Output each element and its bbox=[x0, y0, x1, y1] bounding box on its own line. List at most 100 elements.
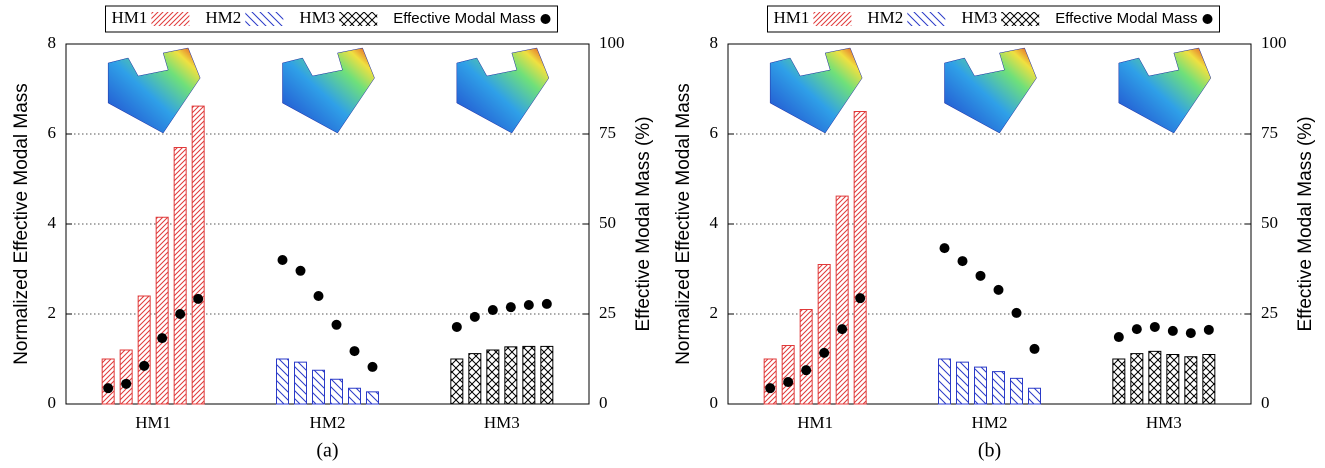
bar bbox=[277, 359, 289, 404]
point bbox=[314, 291, 324, 301]
point bbox=[121, 379, 131, 389]
legend-swatch bbox=[1203, 14, 1213, 24]
mode-shape-icon bbox=[108, 48, 200, 133]
mode-shape-icon bbox=[945, 48, 1037, 133]
bar bbox=[451, 359, 463, 404]
bar bbox=[174, 148, 186, 405]
point bbox=[1168, 326, 1178, 336]
y2-tick-label: 25 bbox=[1261, 303, 1278, 322]
y2-tick-label: 75 bbox=[599, 123, 616, 142]
legend-swatch bbox=[245, 12, 283, 26]
y2-tick-label: 0 bbox=[599, 393, 608, 412]
y-tick-label: 8 bbox=[48, 33, 57, 52]
point bbox=[452, 322, 462, 332]
y-tick-label: 6 bbox=[710, 123, 719, 142]
legend-swatch bbox=[1001, 12, 1039, 26]
x-tick-label: HM1 bbox=[797, 413, 833, 432]
mode-shape-icon bbox=[770, 48, 862, 133]
bar bbox=[939, 359, 951, 404]
y2-axis-label: Effective Modal Mass (%) bbox=[1295, 116, 1316, 331]
point bbox=[1150, 322, 1160, 332]
bar bbox=[541, 346, 553, 404]
y-axis-label: Normalized Effective Modal Mass bbox=[673, 83, 694, 365]
bar bbox=[1167, 355, 1179, 405]
bar bbox=[1149, 351, 1161, 404]
bar bbox=[138, 296, 150, 404]
point bbox=[350, 346, 360, 356]
legend-swatch bbox=[813, 12, 851, 26]
point bbox=[1186, 328, 1196, 338]
legend-label: HM3 bbox=[299, 8, 335, 27]
point bbox=[994, 285, 1004, 295]
legend-swatch bbox=[339, 12, 377, 26]
point bbox=[855, 293, 865, 303]
mode-shape-icon bbox=[1119, 48, 1211, 133]
bar bbox=[1185, 357, 1197, 404]
legend-label: Effective Modal Mass bbox=[393, 10, 535, 27]
bar bbox=[1131, 354, 1143, 404]
point bbox=[139, 361, 149, 371]
y2-tick-label: 0 bbox=[1261, 393, 1270, 412]
legend-label: HM1 bbox=[774, 8, 810, 27]
mode-shape-icon bbox=[283, 48, 375, 133]
x-tick-label: HM1 bbox=[135, 413, 171, 432]
point bbox=[783, 377, 793, 387]
legend-label: Effective Modal Mass bbox=[1055, 10, 1197, 27]
bar bbox=[764, 359, 776, 404]
y-tick-label: 8 bbox=[710, 33, 719, 52]
bar bbox=[1203, 355, 1215, 405]
bar bbox=[295, 362, 307, 404]
y-tick-label: 0 bbox=[48, 393, 57, 412]
x-tick-label: HM2 bbox=[310, 413, 346, 432]
bar bbox=[975, 367, 987, 404]
bar bbox=[800, 310, 812, 405]
bar bbox=[782, 346, 794, 405]
point bbox=[488, 305, 498, 315]
y-tick-label: 4 bbox=[710, 213, 719, 232]
bar bbox=[854, 112, 866, 405]
y2-axis-label: Effective Modal Mass (%) bbox=[633, 116, 654, 331]
bar bbox=[331, 379, 343, 404]
figure: 0 2 4 6 8 0 25 50 75 100 Normalized Effective Moda… bbox=[0, 0, 1325, 468]
y2-tick-label: 100 bbox=[1261, 33, 1287, 52]
bar bbox=[1011, 378, 1023, 404]
point bbox=[837, 324, 847, 334]
point bbox=[1030, 344, 1040, 354]
bar bbox=[156, 217, 168, 404]
point bbox=[524, 300, 534, 310]
point bbox=[506, 302, 516, 312]
legend-label: HM1 bbox=[112, 8, 148, 27]
x-tick-label: HM3 bbox=[484, 413, 520, 432]
caption: (a) bbox=[316, 440, 338, 462]
y-tick-label: 6 bbox=[48, 123, 57, 142]
legend-label: HM2 bbox=[205, 8, 241, 27]
point bbox=[976, 271, 986, 281]
point bbox=[157, 333, 167, 343]
bar bbox=[192, 106, 204, 404]
y2-tick-label: 50 bbox=[599, 213, 616, 232]
bar bbox=[523, 346, 535, 404]
legend-swatch bbox=[151, 12, 189, 26]
y-tick-label: 2 bbox=[710, 303, 719, 322]
point bbox=[332, 320, 342, 330]
point bbox=[542, 299, 552, 309]
y-tick-label: 0 bbox=[710, 393, 719, 412]
point bbox=[296, 266, 306, 276]
point bbox=[958, 256, 968, 266]
point bbox=[940, 243, 950, 253]
bar bbox=[102, 359, 114, 404]
bar bbox=[818, 265, 830, 405]
point bbox=[193, 294, 203, 304]
point bbox=[470, 312, 480, 322]
point bbox=[175, 309, 185, 319]
point bbox=[1114, 332, 1124, 342]
y-tick-label: 4 bbox=[48, 213, 57, 232]
x-tick-label: HM3 bbox=[1146, 413, 1182, 432]
x-tick-label: HM2 bbox=[972, 413, 1008, 432]
bar bbox=[487, 350, 499, 404]
point bbox=[368, 362, 378, 372]
y-tick-label: 2 bbox=[48, 303, 57, 322]
bar bbox=[505, 347, 517, 404]
point bbox=[103, 383, 113, 393]
y2-tick-label: 75 bbox=[1261, 123, 1278, 142]
